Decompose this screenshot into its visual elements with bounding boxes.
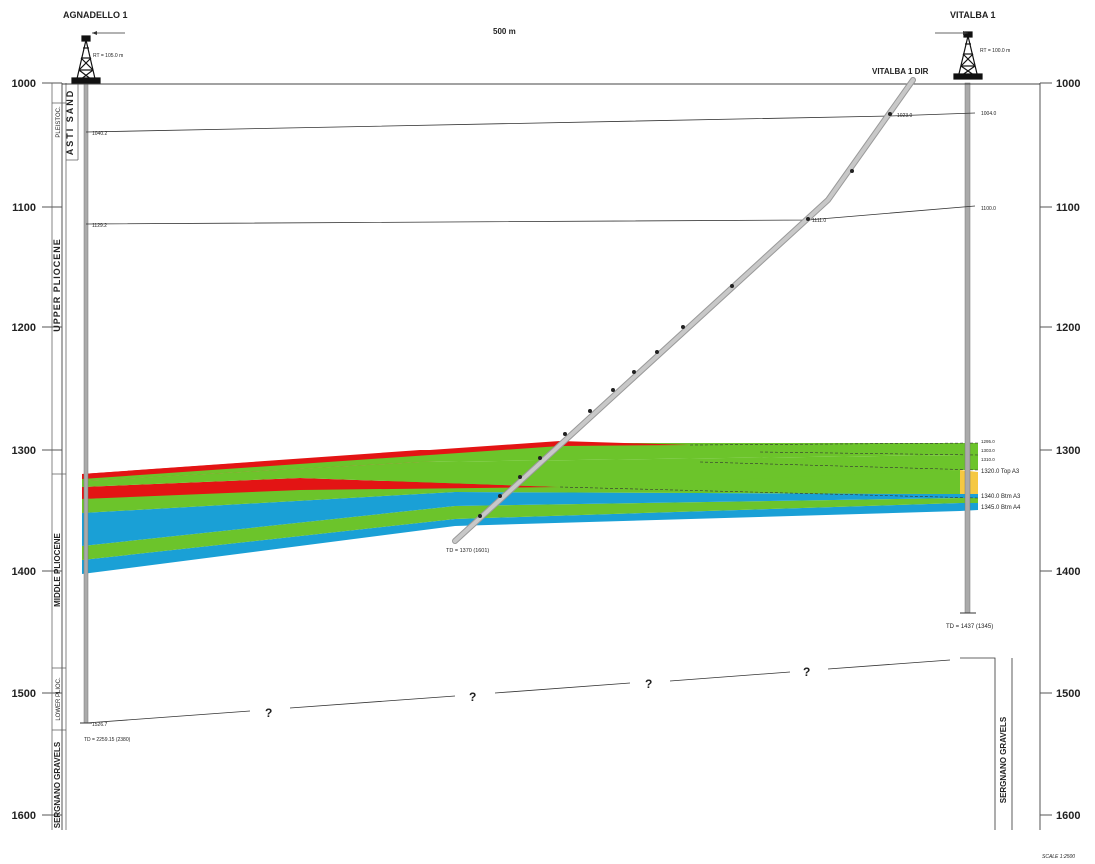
depth-tick-1000-right: 1000	[1056, 78, 1080, 90]
uncertain-base-line	[85, 657, 1013, 830]
red-layer-top	[82, 441, 690, 479]
arrow-left-icon	[92, 31, 97, 35]
derrick-icon-left	[71, 35, 101, 84]
strat-asti-sand: ASTI SAND	[65, 89, 75, 156]
marker-btm-a4: 1345.0 Btm A4	[981, 505, 1021, 511]
marker-top-a3: 1320.0 Top A3	[981, 469, 1020, 475]
depth-tick-1300-left: 1300	[12, 445, 36, 457]
agnadello-td: TD = 2259.15 (2380)	[84, 737, 131, 743]
strat-lower-pliocene: LOWER PLIOC.	[56, 677, 62, 721]
strat-sergnano-gravels-left: SERGNANO GRAVELS	[53, 741, 62, 828]
reservoir-layers	[82, 441, 979, 574]
unknown-mark-3: ?	[645, 677, 652, 691]
agnadello-pick-2: 1129.2	[92, 223, 107, 229]
depth-tick-1300-right: 1300	[1056, 445, 1080, 457]
deviated-pick-2: 1111.0	[812, 218, 826, 224]
blue-layer-main	[82, 492, 978, 546]
blue-layer-lower	[82, 503, 978, 574]
vitalba-td: TD = 1437 (1345)	[946, 624, 993, 630]
vitalba-well	[960, 82, 976, 614]
distance-label: 500 m	[493, 27, 516, 36]
vitalba-rt: RT = 100.0 m	[980, 48, 1010, 54]
marker-btm-a3: 1340.0 Btm A3	[981, 494, 1021, 500]
unknown-mark-4: ?	[803, 665, 810, 679]
agnadello-base: 1526.7	[92, 722, 108, 728]
green-layer-middle	[82, 470, 960, 513]
depth-tick-1000-left: 1000	[12, 78, 36, 90]
depth-tick-1100-right: 1100	[1056, 202, 1080, 214]
depth-tick-1500-left: 1500	[12, 688, 36, 700]
derrick-icon-right	[953, 31, 983, 80]
red-layer-lower	[82, 478, 560, 499]
depth-tick-1400-right: 1400	[1056, 566, 1080, 578]
agnadello-well	[80, 82, 92, 724]
unknown-mark-1: ?	[265, 706, 272, 720]
marker-3: 1310.0	[981, 457, 995, 462]
deviated-td: TD = 1370 (1601)	[446, 548, 489, 554]
marker-2: 1303.0	[981, 448, 995, 453]
depth-tick-1100-left: 1100	[12, 202, 36, 214]
depth-axis-right	[1039, 82, 1052, 830]
strat-sergnano-gravels-right: SERGNANO GRAVELS	[999, 716, 1008, 803]
unknown-mark-2: ?	[469, 690, 476, 704]
depth-tick-1400-left: 1400	[12, 566, 36, 578]
strat-upper-pliocene: UPPER PLIOCENE	[52, 238, 62, 332]
vitalba-well-name: VITALBA 1	[950, 10, 996, 20]
strat-pleistocene: PLEISTOC.	[56, 106, 62, 138]
agnadello-pick-1: 1040.2	[92, 131, 108, 137]
depth-tick-1200-left: 1200	[12, 322, 36, 334]
green-layer-lower	[82, 498, 978, 560]
deviated-well	[452, 77, 916, 544]
green-layer-top	[82, 443, 978, 481]
agnadello-rt: RT = 105.0 m	[93, 53, 123, 59]
left-strat-column	[51, 83, 79, 830]
depth-tick-1600-right: 1600	[1056, 810, 1080, 822]
depth-tick-1200-right: 1200	[1056, 322, 1080, 334]
strat-middle-pliocene: MIDDLE PLIOCENE	[53, 532, 62, 606]
vitalba-pick-1: 1004.0	[981, 111, 997, 117]
vitalba-dir-name: VITALBA 1 DIR	[872, 67, 929, 76]
vitalba-pick-2: 1100.0	[981, 206, 996, 212]
scale-label: SCALE 1:2500	[1042, 854, 1075, 860]
depth-tick-1600-left: 1600	[12, 810, 36, 822]
agnadello-well-name: AGNADELLO 1	[63, 10, 128, 20]
depth-tick-1500-right: 1500	[1056, 688, 1080, 700]
deviated-pick-1: 1023.0	[897, 113, 913, 119]
correlation-lines	[85, 112, 976, 225]
marker-1: 1295.0	[981, 439, 995, 444]
arrow-right-icon	[963, 31, 968, 35]
